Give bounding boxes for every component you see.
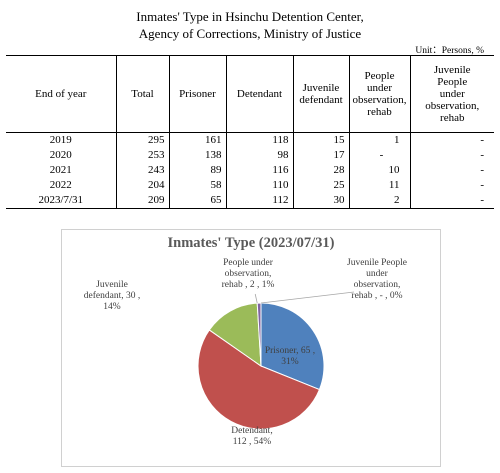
leader-line — [254, 293, 258, 304]
table-cell: 209 — [115, 193, 169, 209]
table-title-line1: Inmates' Type in Hsinchu Detention Cente… — [136, 9, 364, 24]
col-header: People under observation, rehab — [348, 55, 410, 133]
table-cell: 2020 — [49, 149, 72, 161]
slice-label-juvenile-people-under-observation: Juvenile People under observation, rehab , … — [347, 258, 407, 301]
pie-slice-people-under-observation-rehab — [256, 302, 262, 367]
table-cell: 58 — [168, 178, 226, 193]
slice-label-detendant: Detendant, 112 , 54% — [231, 426, 273, 447]
pie-slice-detendant — [197, 329, 321, 430]
col-header: Juvenile defendant — [292, 55, 349, 133]
table-cell: 110 — [225, 178, 293, 193]
table-cell: 295 — [115, 132, 169, 148]
slice-label-people-under-observation: People under observation, rehab , 2 , 1% — [221, 258, 275, 290]
table-cell: 25 — [292, 178, 349, 193]
pie-slice-prisoner — [260, 302, 325, 391]
table-cell: 10 — [348, 163, 410, 178]
table-cell: - — [409, 148, 494, 163]
table-cell: 116 — [225, 163, 293, 178]
unit-label: Unit：Persons, % — [415, 46, 484, 56]
pie-chart-svg — [197, 291, 355, 430]
table-cell: 2021 — [49, 164, 72, 176]
table-row: 2022 204 58 110 25 11 - — [6, 178, 494, 193]
table-row: 2019 295 161 118 15 1 - — [6, 132, 494, 148]
table-cell: - — [409, 132, 494, 148]
col-header: Prisoner — [168, 55, 226, 133]
table-cell: - — [409, 163, 494, 178]
table-title-line2: Agency of Corrections, Ministry of Justi… — [138, 26, 362, 41]
table-cell: - — [409, 178, 494, 193]
table-cell: 17 — [292, 148, 349, 163]
col-header: Juvenile People under observation, rehab — [409, 55, 494, 133]
table-cell: 98 — [225, 148, 293, 163]
table-row: 2021 243 89 116 28 10 - — [6, 163, 494, 178]
table-cell: - — [409, 193, 494, 209]
table-cell: 30 — [292, 193, 349, 209]
table-row: 2020 253 138 98 17 - - — [6, 148, 494, 163]
table-cell: 65 — [168, 193, 226, 209]
table-cell: 243 — [115, 163, 169, 178]
leader-line — [260, 291, 355, 304]
col-header: Total — [115, 55, 169, 133]
pie-chart: Inmates' Type (2023/07/31) Prisoner, 65 … — [61, 229, 441, 467]
table-cell: 89 — [168, 163, 226, 178]
table-cell: - — [348, 148, 410, 163]
table-cell: 118 — [225, 132, 293, 148]
col-header: End of year — [6, 55, 116, 133]
table-header-row: End of year Total Prisoner Detendant Juv… — [6, 55, 494, 133]
table-cell: 112 — [225, 193, 293, 209]
table-cell: 1 — [348, 132, 410, 148]
table-cell: 138 — [168, 148, 226, 163]
table-row: 2023/7/31 209 65 112 30 2 - — [6, 193, 494, 209]
table-cell: 2022 — [49, 179, 72, 191]
table-cell: 2023/7/31 — [6, 193, 116, 209]
slice-label-prisoner: Prisoner, 65 , 31% — [264, 346, 316, 367]
inmates-table: End of year Total Prisoner Detendant Juv… — [6, 55, 494, 209]
pie-slice-juvenile-defendant — [208, 302, 262, 368]
table-cell: 11 — [348, 178, 410, 193]
table-cell: 2 — [348, 193, 410, 209]
col-header: Detendant — [225, 55, 293, 133]
table-cell: 161 — [168, 132, 226, 148]
table-cell: 2019 — [49, 134, 72, 146]
table-cell: 204 — [115, 178, 169, 193]
table-cell: 253 — [115, 148, 169, 163]
table-cell: 15 — [292, 132, 349, 148]
chart-title: Inmates' Type (2023/07/31) — [167, 235, 335, 251]
slice-label-juvenile-defendant: Juvenile defendant, 30 , 14% — [83, 280, 141, 312]
table-cell: 28 — [292, 163, 349, 178]
